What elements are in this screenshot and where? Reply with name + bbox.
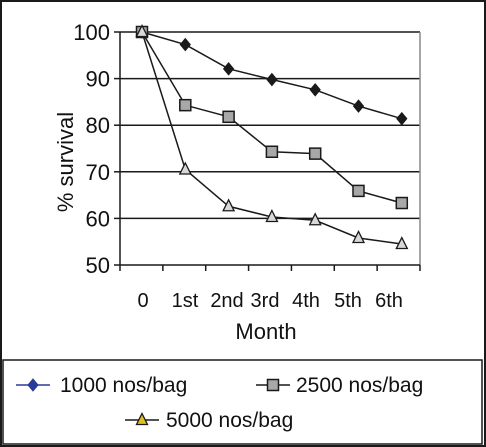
data-point [179, 37, 191, 52]
x-tick-label: 6th [375, 290, 403, 312]
legend-label: 1000 nos/bag [60, 374, 187, 397]
x-tick-label: 0 [137, 290, 148, 312]
legend-entry: 2500 nos/bag [256, 374, 423, 397]
x-tick-label: 2nd [210, 290, 243, 312]
data-point [178, 161, 192, 175]
x-tick-labels: 0 1st 2nd 3rd 4th 5th 6th [137, 290, 402, 312]
series-layer [135, 24, 409, 250]
legend-entry: 1000 nos/bag [16, 374, 187, 397]
y-tick-label: 60 [86, 206, 110, 231]
data-point [396, 111, 408, 126]
y-tick-label: 80 [86, 113, 110, 138]
data-point [308, 212, 322, 226]
data-point [395, 196, 409, 210]
x-axis-label: Month [235, 319, 296, 344]
data-point [179, 98, 192, 112]
legend-box [2, 359, 483, 445]
legend-marker [135, 412, 149, 426]
data-point [222, 198, 236, 212]
data-point [395, 236, 409, 250]
data-point [351, 230, 366, 244]
y-tick-label: 90 [86, 67, 110, 92]
data-point [352, 99, 365, 113]
data-point [222, 62, 235, 76]
x-tick-label: 5th [334, 290, 362, 312]
data-point [308, 147, 322, 160]
x-tick-label: 3rd [251, 290, 280, 312]
series-triangle [135, 24, 409, 250]
data-point [309, 83, 321, 97]
y-axis-label: % survival [53, 112, 78, 212]
y-tick-label: 50 [86, 253, 110, 278]
legend-marker [27, 378, 39, 392]
legend-label: 5000 nos/bag [166, 409, 293, 432]
data-point [266, 72, 278, 87]
y-tick-labels: 50 60 70 80 90 100 [73, 20, 110, 278]
data-point [265, 209, 279, 223]
data-point [222, 110, 235, 124]
x-tick-label: 1st [172, 290, 199, 312]
data-point [265, 145, 279, 159]
y-tick-label: 100 [73, 20, 110, 45]
legend-marker [266, 378, 280, 392]
x-tick-label: 4th [292, 290, 320, 312]
legend-label: 2500 nos/bag [296, 374, 423, 397]
data-point [352, 184, 365, 198]
axes [114, 31, 421, 271]
data-point [135, 24, 149, 38]
y-tick-label: 70 [86, 160, 110, 185]
legend-entry: 5000 nos/bag [125, 409, 293, 432]
